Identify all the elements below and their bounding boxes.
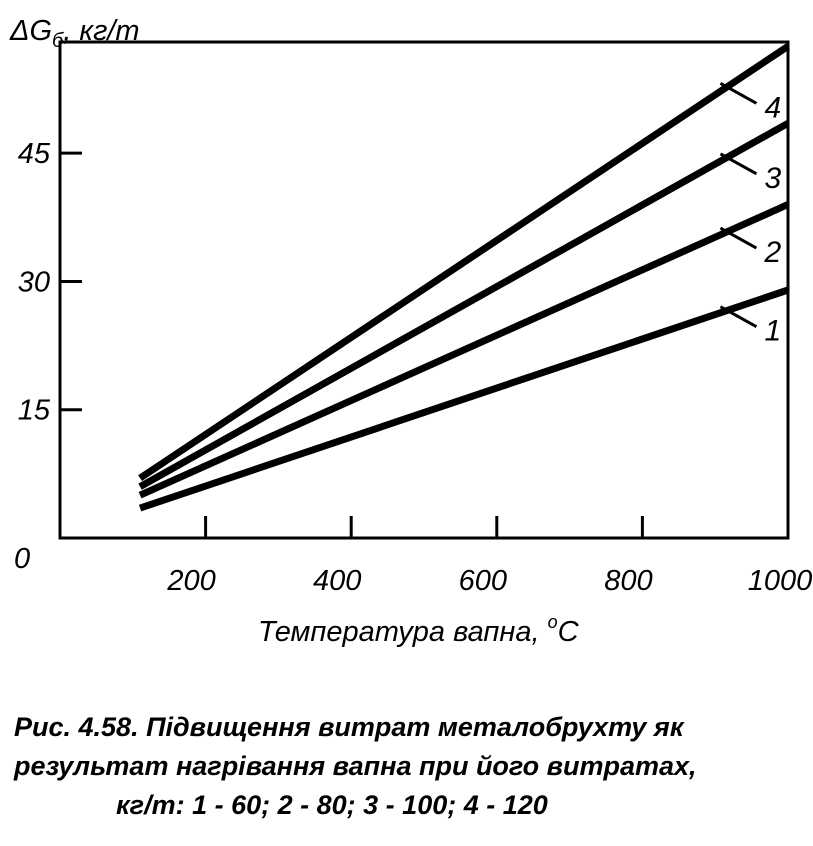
x-tick-label: 200 [166, 565, 215, 597]
series-leader-3 [719, 152, 758, 176]
figure-caption: Рис. 4.58. Підвищення витрат металобрухт… [0, 708, 813, 825]
series-line-3 [138, 120, 790, 490]
x-tick-label: 800 [604, 565, 652, 597]
series-line-2 [138, 201, 790, 499]
chart: 15 30 45 200 400 600 800 1000 1 2 3 4 ΔGб, кг/т 0… [9, 15, 812, 648]
caption-line-3: кг/т: 1 - 60; 2 - 80; 3 - 100; 4 - 120 [116, 790, 548, 820]
y-axis-label-main: ΔG [9, 15, 52, 47]
series-leader-1 [719, 305, 758, 329]
series-labels: 1 2 3 4 [719, 81, 781, 348]
series-label-1: 1 [764, 315, 781, 348]
y-axis-label-sub: б [52, 30, 64, 52]
series-leader-2 [719, 226, 758, 250]
x-axis-label-main: Температура вапна, [258, 616, 548, 648]
series-lines [138, 43, 790, 512]
x-axis-label-unit: C [558, 616, 580, 648]
x-axis-label: Температура вапна, oC [258, 612, 580, 648]
x-tick-label: 400 [313, 565, 361, 597]
y-axis-label: ΔGб, кг/т [9, 15, 140, 52]
x-axis-ticks: 200 400 600 800 1000 [166, 516, 812, 597]
x-tick-label: 600 [459, 565, 507, 597]
origin-label: 0 [14, 543, 30, 575]
x-tick-label: 1000 [748, 565, 813, 597]
y-axis-label-unit: , кг/т [63, 15, 139, 47]
series-label-2: 2 [763, 236, 781, 269]
series-line-1 [138, 286, 790, 512]
y-tick-label: 45 [18, 138, 51, 170]
series-leader-4 [719, 81, 758, 105]
series-line-4 [138, 43, 790, 482]
caption-line-1: Рис. 4.58. Підвищення витрат металобрухт… [14, 712, 684, 742]
series-label-3: 3 [764, 162, 781, 195]
y-tick-label: 15 [18, 395, 51, 427]
series-label-4: 4 [764, 91, 781, 124]
y-tick-label: 30 [18, 266, 50, 298]
y-axis-ticks: 15 30 45 [18, 138, 82, 427]
caption-line-2: результат нагрівання вапна при його витр… [14, 751, 697, 781]
x-axis-label-sup: o [548, 612, 558, 632]
